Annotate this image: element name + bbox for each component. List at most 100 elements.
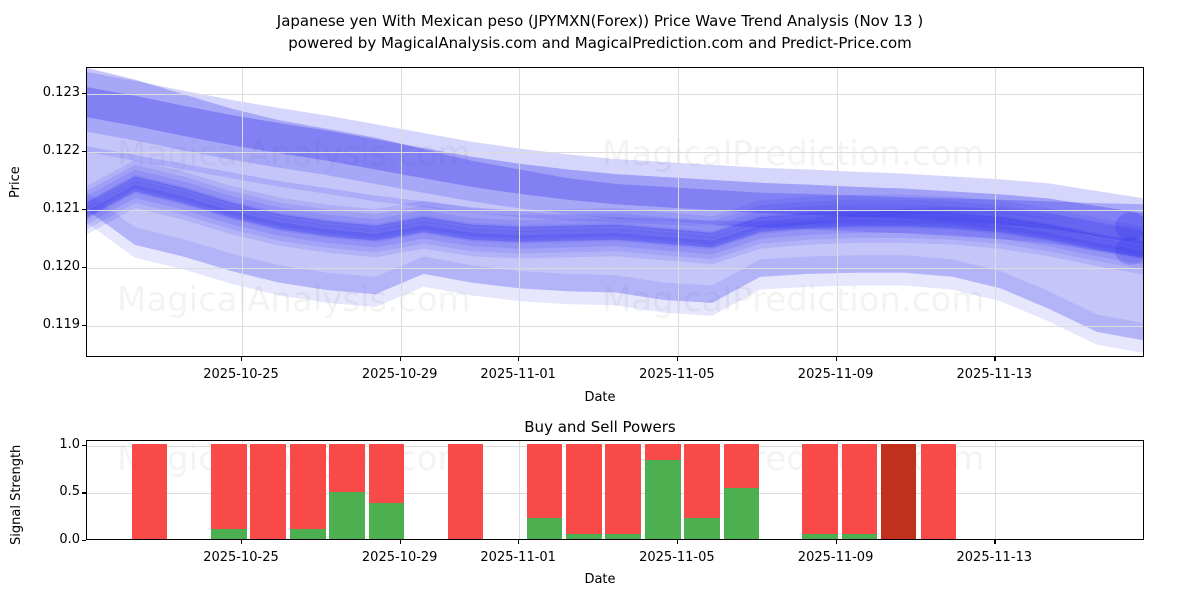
price-y-tick: 0.122 <box>42 143 80 159</box>
signal-bar[interactable] <box>684 441 720 539</box>
price-y-tick: 0.120 <box>42 259 80 275</box>
signal-bar[interactable] <box>841 441 878 539</box>
signal-bar[interactable] <box>566 441 602 539</box>
price-gridline <box>87 326 1143 328</box>
vertical-gridline <box>995 441 997 539</box>
price-y-tick: 0.123 <box>42 85 80 101</box>
signal-x-axis-label: Date <box>584 572 616 587</box>
price-wave-svg <box>87 68 1143 354</box>
vertical-gridline <box>677 68 679 356</box>
vertical-gridline <box>519 68 521 356</box>
price-y-tickmark <box>82 93 86 95</box>
wave-strand-5 <box>87 164 1143 250</box>
sell-power-segment <box>605 443 641 535</box>
signal-bar[interactable] <box>329 441 365 539</box>
x-tickmark <box>399 357 401 361</box>
wave-core-dense <box>87 176 1143 258</box>
signal-bar[interactable] <box>645 441 681 539</box>
price-gridline <box>87 210 1143 212</box>
signal-bar[interactable] <box>526 441 563 539</box>
page-title: Japanese yen With Mexican peso (JPYMXN(F… <box>0 10 1200 54</box>
sell-power-segment <box>526 443 563 519</box>
sell-power-segment <box>645 443 681 460</box>
signal-bar[interactable] <box>368 441 405 539</box>
sell-power-segment <box>841 443 878 535</box>
wave-band-upper-outer <box>87 68 1143 236</box>
x-tick-label: 2025-11-05 <box>639 550 715 565</box>
vertical-gridline <box>519 441 521 539</box>
sell-power-segment <box>881 443 917 539</box>
signal-bar[interactable] <box>802 441 838 539</box>
signal-bar[interactable] <box>131 441 168 539</box>
price-y-tick: 0.119 <box>42 317 80 333</box>
signal-y-tick: 0.0 <box>59 532 80 547</box>
price-gridline <box>87 268 1143 270</box>
buy-power-segment <box>211 528 247 539</box>
title-line-1: Japanese yen With Mexican peso (JPYMXN(F… <box>276 12 924 30</box>
x-tick-label: 2025-10-25 <box>203 367 279 382</box>
x-tick-label: 2025-11-13 <box>956 367 1033 382</box>
signal-bar[interactable] <box>250 441 286 539</box>
x-tick-label: 2025-11-09 <box>797 550 874 565</box>
buy-power-segment <box>841 534 878 539</box>
buy-sell-powers-plot: MagicalAnalysis.com MagicalPrediction.co… <box>86 440 1144 540</box>
sell-power-segment <box>250 443 286 539</box>
buy-power-segment <box>329 492 365 539</box>
sell-power-segment <box>131 443 168 539</box>
wave-strand-4 <box>87 169 1143 255</box>
y-tick-labels: 0.119 0.120 0.121 0.122 0.123 0.0 0.5 1.0 <box>0 0 80 600</box>
sell-power-segment <box>566 443 602 535</box>
vertical-gridline <box>995 68 997 356</box>
price-wave-plot: MagicalAnalysis.com MagicalPrediction.co… <box>86 67 1144 357</box>
x-tick-label: 2025-11-13 <box>956 550 1033 565</box>
price-gridline <box>87 94 1143 96</box>
price-gridline <box>87 152 1143 154</box>
buy-power-segment <box>645 459 681 539</box>
wave-strand-3 <box>87 174 1143 260</box>
signal-bar[interactable] <box>290 441 326 539</box>
buy-power-segment <box>566 534 602 539</box>
buy-power-segment <box>723 487 760 539</box>
signal-bar[interactable] <box>447 441 484 539</box>
signal-y-tick: 0.5 <box>59 484 80 500</box>
wave-strand-1 <box>87 184 1143 270</box>
sell-power-segment <box>447 443 484 539</box>
sell-power-segment <box>802 443 838 535</box>
wave-band-mid <box>87 146 1143 257</box>
x-tickmark <box>835 540 837 544</box>
price-x-axis-label: Date <box>584 390 616 405</box>
signal-bar[interactable] <box>723 441 760 539</box>
x-tickmark <box>399 540 401 544</box>
vertical-gridline <box>241 68 243 356</box>
title-line-2: powered by MagicalAnalysis.com and Magic… <box>288 34 912 52</box>
x-tickmark <box>676 540 679 544</box>
x-tick-label: 2025-10-25 <box>203 550 279 565</box>
x-tick-label: 2025-10-29 <box>361 367 438 382</box>
x-tickmark <box>518 357 520 361</box>
x-tickmark <box>240 540 243 544</box>
sell-power-segment <box>723 443 760 488</box>
x-tickmark <box>994 357 996 361</box>
price-y-tick: 0.121 <box>42 201 80 217</box>
sell-power-segment <box>368 443 405 503</box>
sell-power-segment <box>211 443 247 529</box>
wave-band-upper-core <box>87 87 1143 244</box>
wave-strand-2 <box>87 179 1143 265</box>
signal-bar[interactable] <box>605 441 641 539</box>
signal-bar[interactable] <box>211 441 247 539</box>
price-y-tickmark <box>82 325 86 327</box>
x-tick-label: 2025-10-29 <box>361 550 438 565</box>
vertical-gridline <box>400 68 402 356</box>
signal-bar[interactable] <box>920 441 957 539</box>
wave-band-upper-soft <box>87 72 1143 258</box>
wave-band-outer <box>87 68 1143 341</box>
x-tickmark <box>676 357 679 361</box>
buy-power-segment <box>526 518 563 539</box>
wave-end-cap-0 <box>1115 212 1143 241</box>
signal-bar[interactable] <box>881 441 917 539</box>
x-tick-label: 2025-11-09 <box>797 367 874 382</box>
signal-plot-title: Buy and Sell Powers <box>524 418 676 436</box>
buy-power-segment <box>290 528 326 539</box>
wave-strand-6 <box>87 159 1143 245</box>
